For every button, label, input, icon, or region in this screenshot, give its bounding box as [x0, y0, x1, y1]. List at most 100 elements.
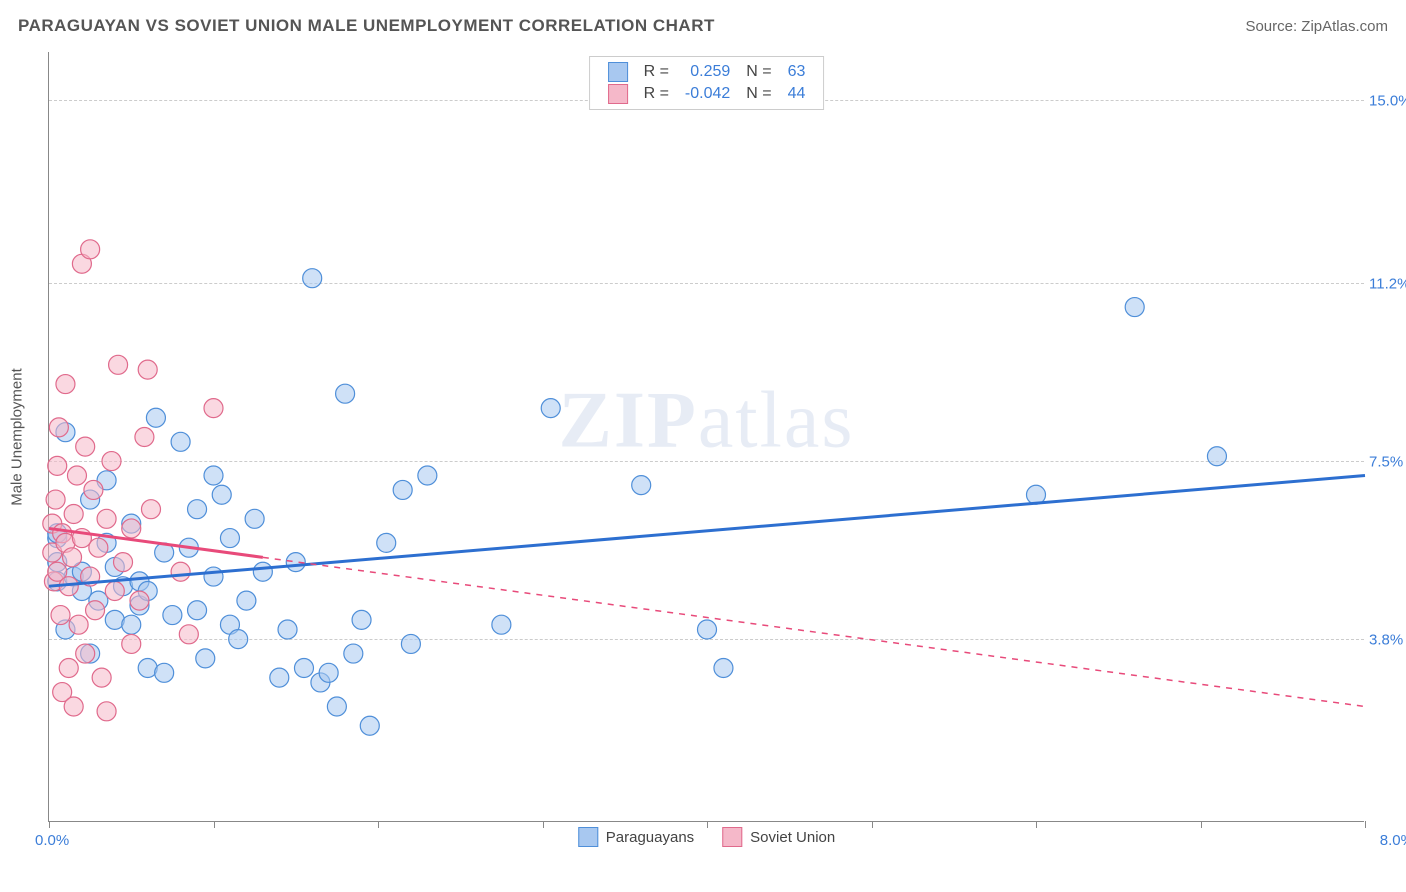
data-point: [69, 615, 88, 634]
data-point: [204, 567, 223, 586]
data-point: [360, 716, 379, 735]
data-point: [105, 582, 124, 601]
data-point: [171, 432, 190, 451]
x-tick: [1365, 821, 1366, 828]
data-point: [188, 500, 207, 519]
legend-n-label: N =: [738, 83, 779, 105]
data-point: [51, 606, 70, 625]
data-point: [278, 620, 297, 639]
data-point: [294, 659, 313, 678]
data-point: [76, 437, 95, 456]
data-point: [92, 668, 111, 687]
data-point: [327, 697, 346, 716]
data-point: [303, 269, 322, 288]
data-point: [541, 399, 560, 418]
legend-n-value: 44: [780, 83, 814, 105]
data-point: [698, 620, 717, 639]
data-point: [49, 418, 68, 437]
legend-r-value: 0.259: [677, 61, 738, 83]
data-point: [63, 548, 82, 567]
data-point: [48, 456, 67, 475]
y-axis-title: Male Unemployment: [9, 368, 26, 506]
data-point: [64, 697, 83, 716]
data-point: [141, 500, 160, 519]
data-point: [86, 601, 105, 620]
x-tick: [543, 821, 544, 828]
regression-line-extrapolated: [263, 557, 1365, 706]
source-label: Source: ZipAtlas.com: [1245, 18, 1388, 35]
legend-label: Soviet Union: [750, 829, 835, 846]
data-point: [492, 615, 511, 634]
data-point: [109, 355, 128, 374]
data-point: [146, 408, 165, 427]
x-min-label: 0.0%: [35, 832, 69, 849]
data-point: [122, 615, 141, 634]
chart-title: PARAGUAYAN VS SOVIET UNION MALE UNEMPLOY…: [18, 16, 715, 36]
data-point: [352, 610, 371, 629]
legend-swatch: [578, 827, 598, 847]
data-point: [163, 606, 182, 625]
data-point: [171, 562, 190, 581]
data-point: [130, 591, 149, 610]
data-point: [97, 702, 116, 721]
data-point: [46, 490, 65, 509]
x-tick: [49, 821, 50, 828]
data-point: [84, 480, 103, 499]
data-point: [196, 649, 215, 668]
x-max-label: 8.0%: [1380, 832, 1406, 849]
legend-row: R =0.259N =63: [600, 61, 814, 83]
data-point: [102, 452, 121, 471]
data-point: [319, 663, 338, 682]
regression-line: [49, 476, 1365, 587]
correlation-legend: R =0.259N =63R =-0.042N =44: [589, 56, 825, 110]
data-point: [155, 663, 174, 682]
x-tick: [378, 821, 379, 828]
x-tick: [1036, 821, 1037, 828]
data-point: [220, 529, 239, 548]
data-point: [632, 476, 651, 495]
y-tick-label: 7.5%: [1369, 454, 1406, 471]
y-tick-label: 15.0%: [1369, 93, 1406, 110]
legend-r-value: -0.042: [677, 83, 738, 105]
x-tick: [214, 821, 215, 828]
data-point: [188, 601, 207, 620]
data-point: [1125, 298, 1144, 317]
data-point: [114, 553, 133, 572]
data-point: [212, 485, 231, 504]
legend-n-label: N =: [738, 61, 779, 83]
data-point: [138, 360, 157, 379]
data-point: [122, 519, 141, 538]
data-point: [89, 538, 108, 557]
data-point: [67, 466, 86, 485]
x-tick: [1201, 821, 1202, 828]
data-point: [229, 630, 248, 649]
data-point: [204, 399, 223, 418]
data-point: [377, 533, 396, 552]
data-point: [204, 466, 223, 485]
data-point: [64, 505, 83, 524]
data-point: [393, 480, 412, 499]
data-point: [401, 634, 420, 653]
data-point: [270, 668, 289, 687]
legend-r-label: R =: [636, 61, 677, 83]
data-point: [76, 644, 95, 663]
legend-swatch: [608, 62, 628, 82]
data-point: [1207, 447, 1226, 466]
legend-r-label: R =: [636, 83, 677, 105]
series-legend: Paraguayans Soviet Union: [578, 827, 835, 847]
data-point: [81, 240, 100, 259]
legend-swatch: [608, 84, 628, 104]
data-point: [336, 384, 355, 403]
legend-n-value: 63: [780, 61, 814, 83]
data-point: [179, 625, 198, 644]
data-point: [97, 509, 116, 528]
data-point: [56, 375, 75, 394]
data-point: [245, 509, 264, 528]
x-tick: [872, 821, 873, 828]
data-point: [59, 659, 78, 678]
data-point: [237, 591, 256, 610]
legend-item: Soviet Union: [722, 827, 835, 847]
data-point: [714, 659, 733, 678]
data-point: [253, 562, 272, 581]
legend-item: Paraguayans: [578, 827, 694, 847]
